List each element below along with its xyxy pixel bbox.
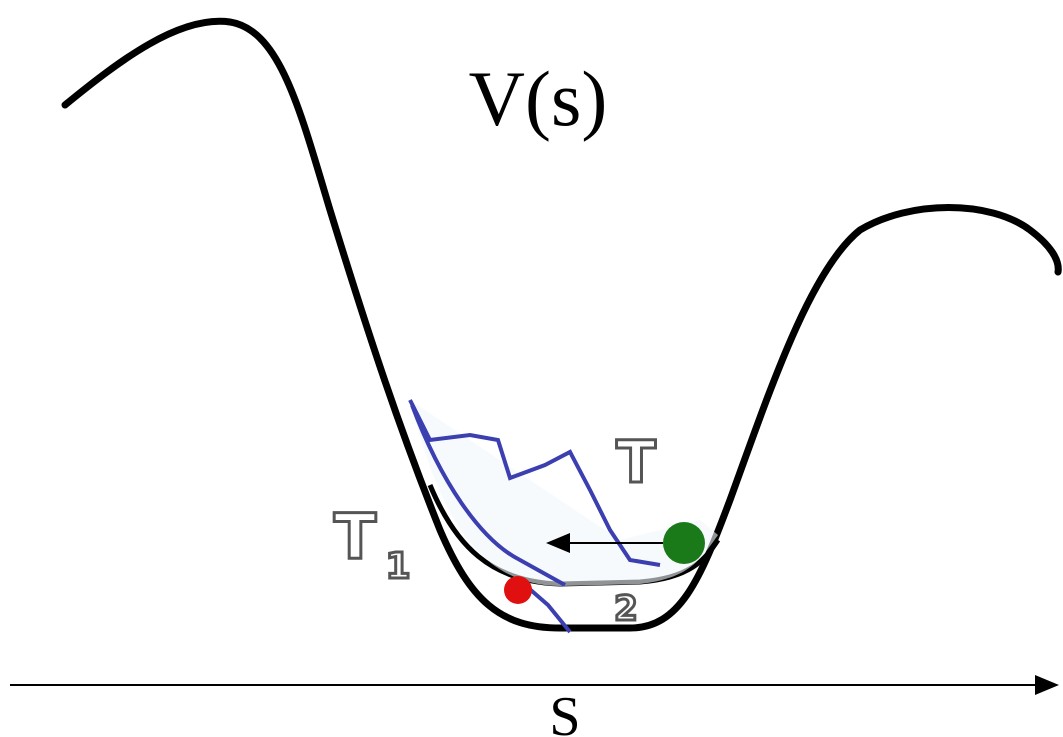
trajectory (408, 399, 661, 567)
axis-label: S (549, 686, 580, 737)
particle-red (504, 576, 532, 604)
curve-label: T (616, 428, 656, 496)
curve-label-sub: 1 (385, 546, 410, 587)
title: V(s) (469, 55, 608, 142)
well-shading (410, 400, 718, 586)
curve-label-sub: 2 (614, 589, 638, 629)
curve-label: T (334, 500, 376, 573)
trajectory (410, 404, 566, 587)
trajectory (523, 583, 572, 634)
potential-curve (61, 17, 1062, 632)
particle-green (663, 522, 705, 564)
